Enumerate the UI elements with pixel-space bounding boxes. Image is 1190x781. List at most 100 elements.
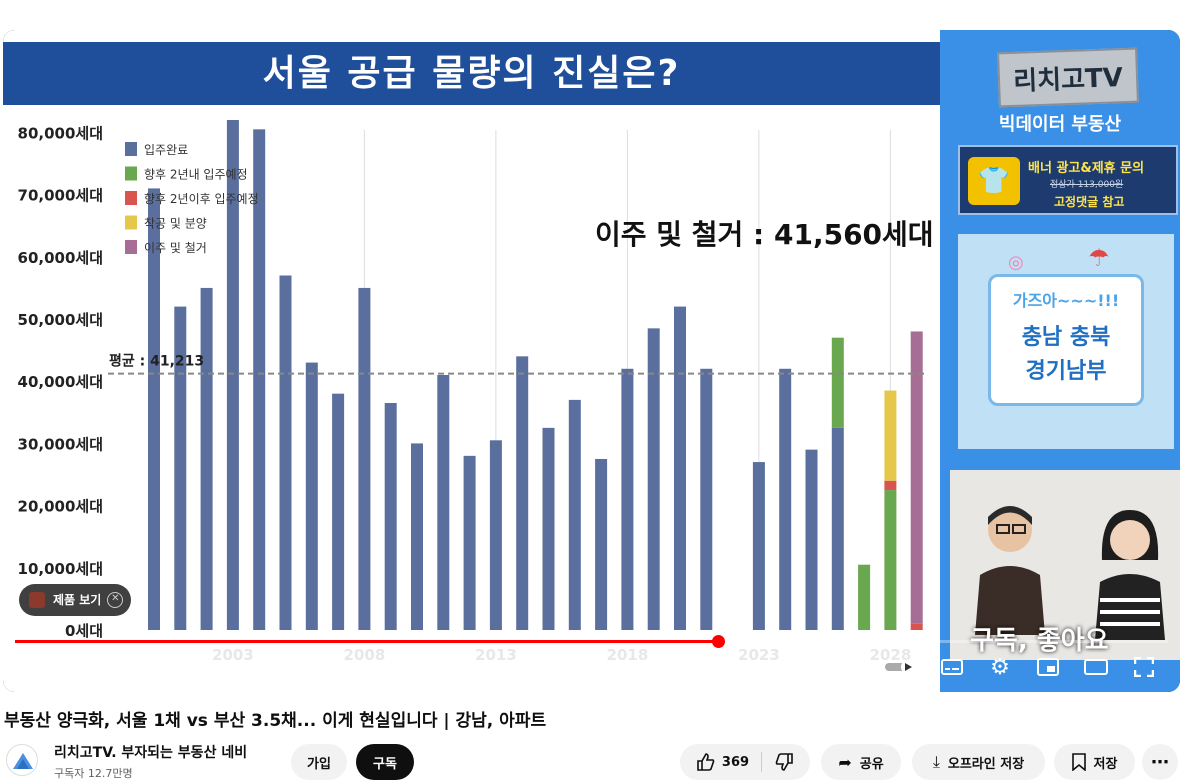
- bar-2028: [884, 480, 897, 491]
- bar-2017: [595, 458, 608, 630]
- volume-button[interactable]: [117, 654, 149, 680]
- bar-2026: [831, 427, 844, 630]
- autoplay-toggle[interactable]: [883, 656, 919, 678]
- beach-ad: ◎ ☂ 가즈아~~~!!! 충남 충북 경기남부: [958, 234, 1174, 449]
- volume-icon: [123, 659, 142, 675]
- download-label: 오프라인 저장: [947, 756, 1025, 772]
- legend-swatch: [125, 191, 137, 205]
- supply-bar-chart: 0세대 10,000세대 20,000세대 30,000세대 40,000세대 50,00…: [18, 120, 934, 664]
- legend-label: 착공 및 분양: [144, 217, 207, 231]
- skip-next-icon: [78, 659, 93, 675]
- subscribe-button[interactable]: 구독: [356, 744, 414, 780]
- progress-scrubber[interactable]: [712, 635, 726, 648]
- bar-2029: [910, 623, 923, 630]
- bar-2009: [384, 402, 397, 630]
- beach-ad-line3: 경기남부: [1025, 359, 1107, 384]
- legend-swatch: [125, 166, 137, 181]
- bar-2028: [884, 390, 897, 481]
- beach-ad-line1: 가즈아~~~!!!: [1012, 291, 1120, 310]
- beach-ad-card: 가즈아~~~!!! 충남 충북 경기남부: [988, 274, 1144, 406]
- camera-caption: 구독, 좋아요: [970, 626, 1109, 656]
- product-thumbnail-icon: [29, 592, 45, 608]
- download-button[interactable]: ⤓ 오프라인 저장: [912, 744, 1045, 780]
- bar-2016: [568, 399, 581, 630]
- bar-2004: [253, 129, 266, 630]
- time-readout: 10:39 / 17:19: [163, 659, 244, 673]
- legend-swatch: [125, 142, 137, 156]
- share-button[interactable]: ➦ 공유: [821, 744, 901, 780]
- subscriber-count: 구독자 12.7만명: [54, 767, 133, 780]
- bar-2025: [805, 449, 818, 630]
- bar-2027: [858, 564, 871, 630]
- thumbs-up-icon: [697, 753, 715, 771]
- legend-label: 향후 2년내 입주예정: [144, 168, 248, 182]
- dislike-button[interactable]: [762, 752, 794, 772]
- bar-2019: [647, 328, 660, 630]
- miniplayer-button[interactable]: [1033, 654, 1063, 680]
- theater-mode-button[interactable]: [1081, 654, 1111, 680]
- more-actions-button[interactable]: ⋯: [1142, 744, 1178, 780]
- y-tick-label: 20,000세대: [18, 498, 103, 516]
- video-frame-slide: 서울 공급 물량의 진실은? 0세대 10,000세대 20,000세대 30,000…: [3, 30, 940, 692]
- presenter-woman: [1095, 510, 1165, 640]
- like-count: 369: [721, 754, 750, 770]
- subtitles-button[interactable]: [937, 654, 967, 680]
- thumbs-down-icon: [775, 753, 793, 771]
- y-tick-label: 80,000세대: [18, 124, 103, 142]
- bar-2000: [148, 188, 160, 631]
- legend-label: 이주 및 철거: [144, 241, 207, 255]
- play-button[interactable]: [23, 654, 53, 680]
- more-horizontal-icon: ⋯: [1151, 751, 1169, 773]
- beach-ad-line2: 충남 충북: [1021, 325, 1111, 350]
- channel-name[interactable]: 리치고TV. 부자되는 부동산 네비: [54, 745, 248, 761]
- bar-2006: [305, 362, 318, 630]
- bookmark-icon: [1071, 753, 1086, 771]
- autoplay-icon: [885, 660, 915, 674]
- presenter-camera: 구독, 좋아요: [950, 470, 1180, 660]
- y-tick-label: 0세대: [65, 622, 103, 640]
- bar-2014: [516, 356, 529, 630]
- play-icon: [30, 658, 46, 676]
- legend-swatch: [125, 215, 137, 230]
- view-product-chip[interactable]: 제품 보기 ✕: [19, 584, 132, 616]
- miniplayer-icon: [1037, 658, 1059, 676]
- x-tick-label: 2018: [607, 646, 649, 664]
- bar-2005: [279, 275, 292, 630]
- next-button[interactable]: [71, 654, 101, 680]
- bar-2018: [621, 368, 634, 630]
- channel-logo-icon: [13, 753, 33, 769]
- fullscreen-button[interactable]: [1129, 654, 1159, 680]
- channel-avatar[interactable]: [6, 744, 38, 776]
- like-button[interactable]: 369: [696, 752, 763, 772]
- video-player[interactable]: 서울 공급 물량의 진실은? 0세대 10,000세대 20,000세대 30,000…: [3, 30, 1180, 692]
- bar-2002: [200, 287, 213, 630]
- share-icon: ➦: [838, 752, 852, 772]
- swim-ring-icon: ◎: [1008, 252, 1024, 273]
- bar-2003: [226, 120, 239, 630]
- y-tick-label: 40,000세대: [18, 373, 103, 391]
- download-icon: ⤓: [932, 752, 940, 771]
- bar-2028: [884, 490, 897, 630]
- bar-2001: [174, 306, 187, 630]
- share-label: 공유: [859, 756, 884, 772]
- shirt-icon: 👕: [968, 157, 1020, 205]
- bar-2013: [489, 440, 502, 630]
- close-icon[interactable]: ✕: [107, 592, 124, 608]
- bar-2023: [752, 462, 765, 630]
- save-button[interactable]: 저장: [1054, 744, 1135, 780]
- average-label: 평균 : 41,213: [109, 353, 204, 370]
- fullscreen-icon: [1134, 657, 1154, 677]
- banner-ad: 👕 배너 광고&제휴 문의 정상가 113,000원 고정댓글 참고: [958, 145, 1178, 215]
- channel-logo: 리치고TV: [997, 47, 1139, 108]
- bar-2008: [358, 287, 371, 630]
- bar-2020: [674, 306, 686, 630]
- settings-button[interactable]: ⚙: [985, 654, 1015, 680]
- gear-icon: ⚙: [990, 654, 1010, 680]
- x-tick-label: 2023: [738, 646, 780, 664]
- video-sidebar-overlay: 리치고TV 빅데이터 부동산 👕 배너 광고&제휴 문의 정상가 113,000…: [940, 30, 1180, 692]
- progress-played: [15, 640, 719, 643]
- join-button[interactable]: 가입: [291, 744, 347, 780]
- progress-bar[interactable]: [15, 635, 1168, 648]
- logo-subtitle: 빅데이터 부동산: [998, 114, 1122, 135]
- banner-ad-title: 배너 광고&제휴 문의: [1028, 161, 1145, 176]
